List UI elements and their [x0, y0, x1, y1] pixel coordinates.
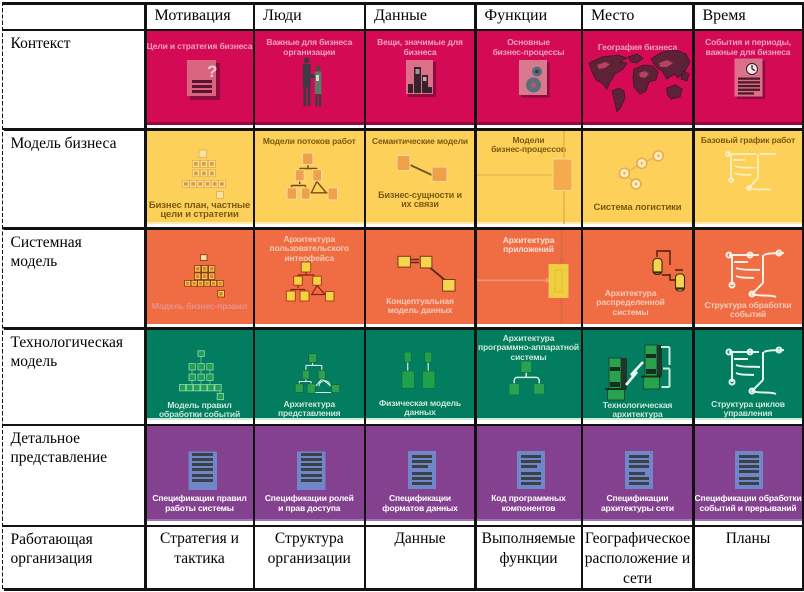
svg-text:?: ?	[207, 62, 217, 81]
